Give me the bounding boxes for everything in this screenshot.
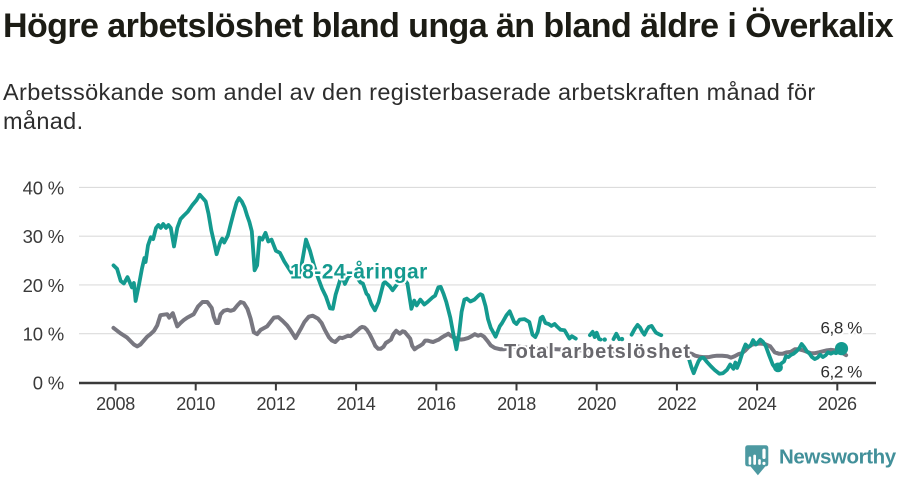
svg-text:2018: 2018 <box>497 394 536 414</box>
svg-text:30 %: 30 % <box>23 226 64 247</box>
svg-text:18-24-åringar: 18-24-åringar <box>290 260 428 283</box>
svg-text:2014: 2014 <box>337 394 376 414</box>
svg-text:6,2 %: 6,2 % <box>821 362 863 381</box>
svg-text:2020: 2020 <box>577 394 616 414</box>
svg-text:6,8 %: 6,8 % <box>821 318 863 337</box>
svg-text:40 %: 40 % <box>23 177 64 198</box>
svg-text:Newsworthy: Newsworthy <box>779 446 897 469</box>
svg-text:2012: 2012 <box>256 394 295 414</box>
svg-text:2026: 2026 <box>818 394 857 414</box>
svg-text:2008: 2008 <box>96 394 135 414</box>
svg-text:0 %: 0 % <box>33 373 64 394</box>
svg-text:2024: 2024 <box>738 394 777 414</box>
svg-text:2016: 2016 <box>417 394 456 414</box>
svg-text:2010: 2010 <box>176 394 215 414</box>
svg-text:Total arbetslöshet: Total arbetslöshet <box>504 341 691 363</box>
svg-text:2022: 2022 <box>657 394 696 414</box>
svg-text:10 %: 10 % <box>23 324 64 345</box>
svg-text:20 %: 20 % <box>23 275 64 296</box>
